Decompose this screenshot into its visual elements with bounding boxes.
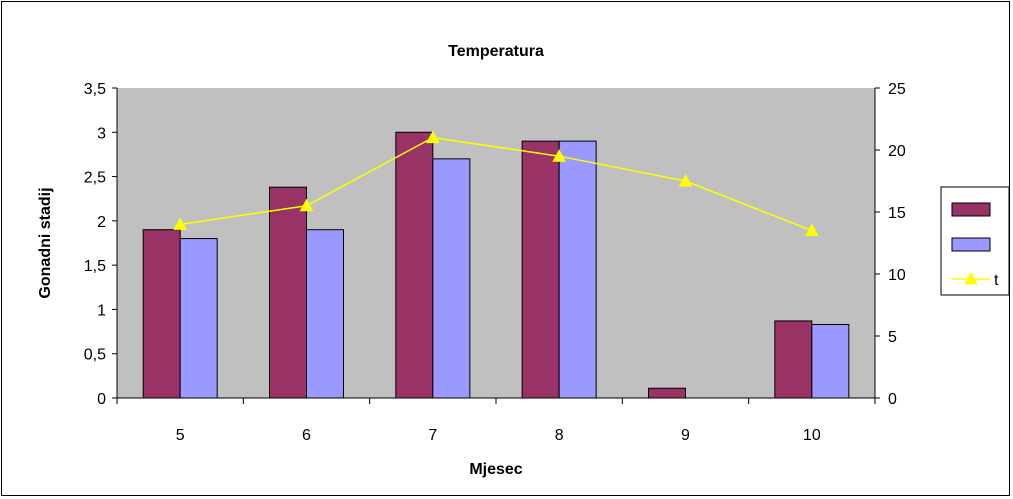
point-t-8 <box>552 149 567 162</box>
line-t <box>180 136 813 232</box>
bar-s1-9 <box>648 387 686 399</box>
y-tick-label-6: 3 <box>97 125 106 142</box>
y-tick-label-0: 0 <box>97 391 106 408</box>
y-tick-label-5: 2,5 <box>84 170 106 187</box>
y2-tick-label-1: 5 <box>888 329 897 346</box>
legend-swatch-2 <box>951 237 991 252</box>
y-tick-label-4: 2 <box>97 214 106 231</box>
bar-s1-10 <box>774 320 813 399</box>
y2-tick-label-4: 20 <box>888 143 906 160</box>
bar-s2-8 <box>558 140 597 399</box>
y-tick-label-7: 3,5 <box>84 81 106 98</box>
x-tick-label-9: 9 <box>681 427 690 444</box>
y-tick-label-1: 0,5 <box>84 347 106 364</box>
x-tick-label-10: 10 <box>803 427 821 444</box>
legend-swatch-1 <box>951 202 991 217</box>
y2-tick-label-3: 15 <box>888 205 906 222</box>
bar-s2-5 <box>179 238 218 399</box>
bar-s1-8 <box>521 140 560 399</box>
point-t-9 <box>678 173 693 187</box>
x-axis-title: Mjesec <box>469 461 522 478</box>
point-t-7 <box>425 130 440 144</box>
y2-tick-label-0: 0 <box>888 391 897 408</box>
legend-marker-3 <box>964 271 978 285</box>
point-t-10 <box>804 223 819 237</box>
bar-s1-7 <box>395 131 434 399</box>
x-tick-label-7: 7 <box>428 427 437 444</box>
plot-background <box>117 88 875 398</box>
bar-s2-7 <box>432 158 471 399</box>
plot-area: 0 0,5 1 1,5 2 2,5 3 3,5 0 5 10 15 20 25 5 6 7 8 9 10 <box>84 81 906 444</box>
x-tick-label-6: 6 <box>302 427 311 444</box>
bar-s2-6 <box>306 229 344 399</box>
y-tick-label-2: 1 <box>97 302 106 319</box>
legend-label-3: t <box>994 272 999 289</box>
x-tick-label-5: 5 <box>176 427 185 444</box>
y-tick-label-3: 1,5 <box>84 258 106 275</box>
x-tick-label-8: 8 <box>555 427 564 444</box>
chart-title: Temperatura <box>448 43 544 60</box>
y2-tick-label-2: 10 <box>888 267 906 284</box>
legend: t <box>940 186 1010 296</box>
bar-s1-5 <box>142 229 181 399</box>
bar-s2-10 <box>811 323 850 399</box>
y2-tick-label-5: 25 <box>888 81 906 98</box>
y-axis-title: Gonadni stadij <box>37 187 54 298</box>
bar-s1-6 <box>269 186 307 399</box>
point-t-6 <box>299 198 314 212</box>
point-t-5 <box>173 217 188 230</box>
